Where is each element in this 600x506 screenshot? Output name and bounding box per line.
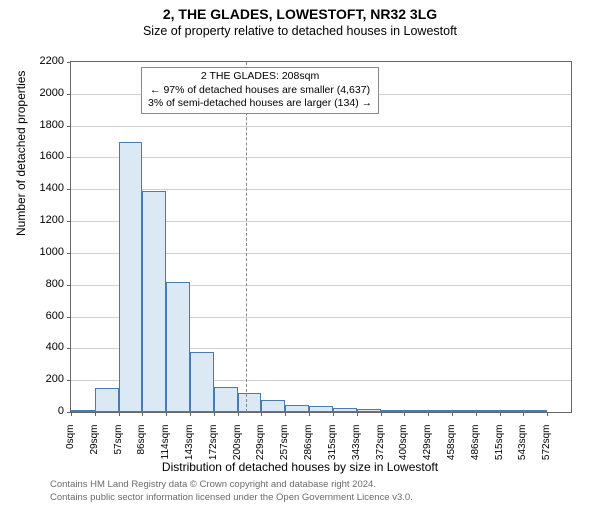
xtick xyxy=(500,412,501,416)
histogram-bar xyxy=(476,410,500,412)
xtick xyxy=(261,412,262,416)
annotation-line1: 2 THE GLADES: 208sqm xyxy=(148,70,372,84)
ytick-label: 2200 xyxy=(24,55,64,67)
xtick xyxy=(547,412,548,416)
chart-title: 2, THE GLADES, LOWESTOFT, NR32 3LG xyxy=(0,6,600,22)
histogram-bar xyxy=(95,388,119,412)
chart-area: 2 THE GLADES: 208sqm ← 97% of detached h… xyxy=(70,61,570,411)
annotation-line3: 3% of semi-detached houses are larger (1… xyxy=(148,97,372,111)
annotation-line2: ← 97% of detached houses are smaller (4,… xyxy=(148,84,372,98)
ytick-label: 2000 xyxy=(24,87,64,99)
plot-area: 2 THE GLADES: 208sqm ← 97% of detached h… xyxy=(70,61,572,413)
xtick xyxy=(404,412,405,416)
histogram-bar xyxy=(452,410,476,412)
histogram-bar xyxy=(285,405,309,412)
xtick xyxy=(142,412,143,416)
histogram-bar xyxy=(309,406,333,412)
histogram-bar xyxy=(523,410,547,412)
xtick xyxy=(285,412,286,416)
xtick xyxy=(95,412,96,416)
xtick xyxy=(166,412,167,416)
xtick xyxy=(428,412,429,416)
histogram-bar xyxy=(357,409,381,413)
xtick xyxy=(333,412,334,416)
xtick xyxy=(476,412,477,416)
footer-attribution: Contains HM Land Registry data © Crown c… xyxy=(50,479,413,504)
ytick-label: 1200 xyxy=(24,214,64,226)
ytick-label: 0 xyxy=(24,405,64,417)
ytick-label: 400 xyxy=(24,341,64,353)
histogram-bar xyxy=(404,410,428,412)
xtick xyxy=(381,412,382,416)
histogram-bar xyxy=(71,410,95,412)
histogram-bar xyxy=(142,191,166,412)
footer-line1: Contains HM Land Registry data © Crown c… xyxy=(50,479,413,491)
xtick xyxy=(357,412,358,416)
marker-line xyxy=(246,62,247,412)
xtick xyxy=(214,412,215,416)
ytick-label: 1800 xyxy=(24,119,64,131)
ytick-label: 1000 xyxy=(24,246,64,258)
ytick-label: 1400 xyxy=(24,182,64,194)
ytick-label: 1600 xyxy=(24,150,64,162)
xtick xyxy=(71,412,72,416)
bars-container xyxy=(71,62,571,412)
ytick-label: 200 xyxy=(24,373,64,385)
xtick xyxy=(119,412,120,416)
xtick xyxy=(190,412,191,416)
ytick-label: 800 xyxy=(24,278,64,290)
footer-line2: Contains public sector information licen… xyxy=(50,492,413,504)
annotation-box: 2 THE GLADES: 208sqm ← 97% of detached h… xyxy=(141,67,379,114)
histogram-bar xyxy=(381,410,405,412)
histogram-bar xyxy=(190,352,214,412)
histogram-bar xyxy=(238,393,262,412)
histogram-bar xyxy=(333,408,357,412)
histogram-bar xyxy=(500,410,524,412)
histogram-bar xyxy=(166,282,190,412)
xtick xyxy=(523,412,524,416)
chart-subtitle: Size of property relative to detached ho… xyxy=(0,24,600,38)
histogram-bar xyxy=(214,387,238,412)
histogram-bar xyxy=(428,410,452,412)
x-axis-label: Distribution of detached houses by size … xyxy=(0,460,600,474)
ytick-label: 600 xyxy=(24,310,64,322)
xtick xyxy=(238,412,239,416)
histogram-bar xyxy=(261,400,285,412)
xtick xyxy=(309,412,310,416)
xtick xyxy=(452,412,453,416)
histogram-bar xyxy=(119,142,143,412)
